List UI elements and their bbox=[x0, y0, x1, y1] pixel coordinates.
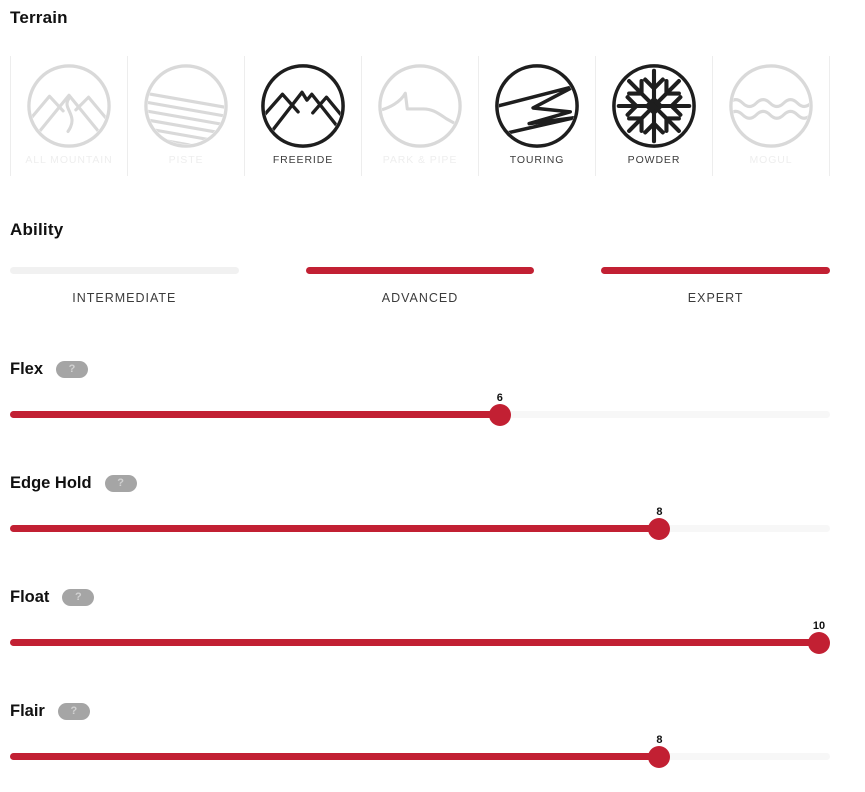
terrain-option-label: POWDER bbox=[627, 154, 681, 166]
slider-thumb[interactable] bbox=[648, 517, 671, 540]
terrain-option-powder[interactable]: POWDER bbox=[596, 56, 713, 176]
park-pipe-icon bbox=[376, 62, 464, 150]
slider-label: Edge Hold bbox=[10, 473, 92, 492]
terrain-option-label: FREERIDE bbox=[272, 154, 334, 166]
slider-track[interactable]: 6 bbox=[10, 392, 830, 426]
slider-flair: Flair ? 8 bbox=[10, 701, 830, 768]
slider-label: Flex bbox=[10, 359, 44, 378]
slider-fill bbox=[10, 525, 660, 532]
slider-fill bbox=[10, 639, 819, 646]
slider-flex: Flex ? 6 bbox=[10, 359, 830, 426]
question-mark-glyph: ? bbox=[68, 362, 76, 375]
terrain-option-label: PISTE bbox=[168, 154, 204, 166]
slider-header: Flex ? bbox=[10, 359, 830, 379]
slider-thumb[interactable] bbox=[808, 631, 830, 654]
slider-thumb[interactable] bbox=[488, 403, 511, 426]
question-mark-glyph: ? bbox=[70, 704, 78, 717]
slider-value: 6 bbox=[496, 392, 503, 404]
help-icon[interactable]: ? bbox=[62, 588, 95, 606]
help-icon[interactable]: ? bbox=[104, 474, 137, 492]
ability-level-label: EXPERT bbox=[687, 291, 744, 305]
slider-header: Float ? bbox=[10, 587, 830, 607]
slider-value: 10 bbox=[812, 620, 826, 632]
ability-section: Ability INTERMEDIATE ADVANCED EXPERT bbox=[10, 220, 831, 305]
terrain-option-label: ALL MOUNTAIN bbox=[25, 154, 113, 166]
terrain-option-park-pipe[interactable]: PARK & PIPE bbox=[362, 56, 479, 176]
sliders-group: Flex ? 6 Edge Hold ? 8 Float ? 10 F bbox=[10, 359, 830, 768]
terrain-section: Terrain ALL MOUNTAIN PISTE bbox=[10, 8, 830, 176]
terrain-heading: Terrain bbox=[10, 8, 68, 27]
terrain-option-label: TOURING bbox=[509, 154, 565, 166]
ability-level-expert[interactable]: EXPERT bbox=[601, 267, 831, 305]
mogul-icon bbox=[727, 62, 815, 150]
slider-track[interactable]: 8 bbox=[10, 506, 830, 540]
ability-level-intermediate[interactable]: INTERMEDIATE bbox=[10, 267, 239, 305]
help-icon[interactable]: ? bbox=[57, 702, 90, 720]
slider-fill bbox=[10, 411, 500, 418]
slider-edge-hold: Edge Hold ? 8 bbox=[10, 473, 830, 540]
question-mark-glyph: ? bbox=[117, 476, 124, 489]
terrain-option-label: MOGUL bbox=[749, 154, 793, 166]
ability-levels-row: INTERMEDIATE ADVANCED EXPERT bbox=[10, 267, 831, 305]
ability-level-advanced[interactable]: ADVANCED bbox=[305, 267, 535, 305]
freeride-icon bbox=[259, 62, 347, 150]
ability-level-label: ADVANCED bbox=[381, 291, 459, 305]
slider-thumb[interactable] bbox=[648, 745, 671, 768]
slider-fill bbox=[10, 753, 660, 760]
terrain-option-piste[interactable]: PISTE bbox=[128, 56, 245, 176]
slider-track[interactable]: 8 bbox=[10, 734, 830, 768]
terrain-option-touring[interactable]: TOURING bbox=[479, 56, 596, 176]
touring-icon bbox=[493, 62, 581, 150]
ability-level-bar[interactable] bbox=[305, 267, 535, 274]
terrain-option-mogul[interactable]: MOGUL bbox=[713, 56, 830, 176]
question-mark-glyph: ? bbox=[75, 590, 82, 603]
slider-track[interactable]: 10 bbox=[10, 620, 830, 654]
slider-label: Flair bbox=[10, 701, 45, 720]
slider-header: Edge Hold ? bbox=[10, 473, 830, 493]
slider-float: Float ? 10 bbox=[10, 587, 830, 654]
ability-level-label: INTERMEDIATE bbox=[72, 291, 177, 305]
ability-heading: Ability bbox=[10, 220, 64, 239]
ability-level-bar[interactable] bbox=[601, 267, 831, 274]
terrain-option-label: PARK & PIPE bbox=[382, 154, 458, 166]
help-icon[interactable]: ? bbox=[56, 360, 89, 378]
slider-header: Flair ? bbox=[10, 701, 830, 721]
ability-level-bar[interactable] bbox=[10, 267, 239, 274]
terrain-option-freeride[interactable]: FREERIDE bbox=[245, 56, 362, 176]
slider-value: 8 bbox=[656, 506, 663, 518]
terrain-option-all-mountain[interactable]: ALL MOUNTAIN bbox=[11, 56, 128, 176]
slider-value: 8 bbox=[656, 734, 663, 746]
terrain-options-row: ALL MOUNTAIN PISTE FREERIDE bbox=[10, 56, 830, 176]
all-mountain-icon bbox=[25, 62, 113, 150]
slider-label: Float bbox=[10, 587, 50, 606]
piste-icon bbox=[142, 62, 230, 150]
powder-icon bbox=[610, 62, 698, 150]
